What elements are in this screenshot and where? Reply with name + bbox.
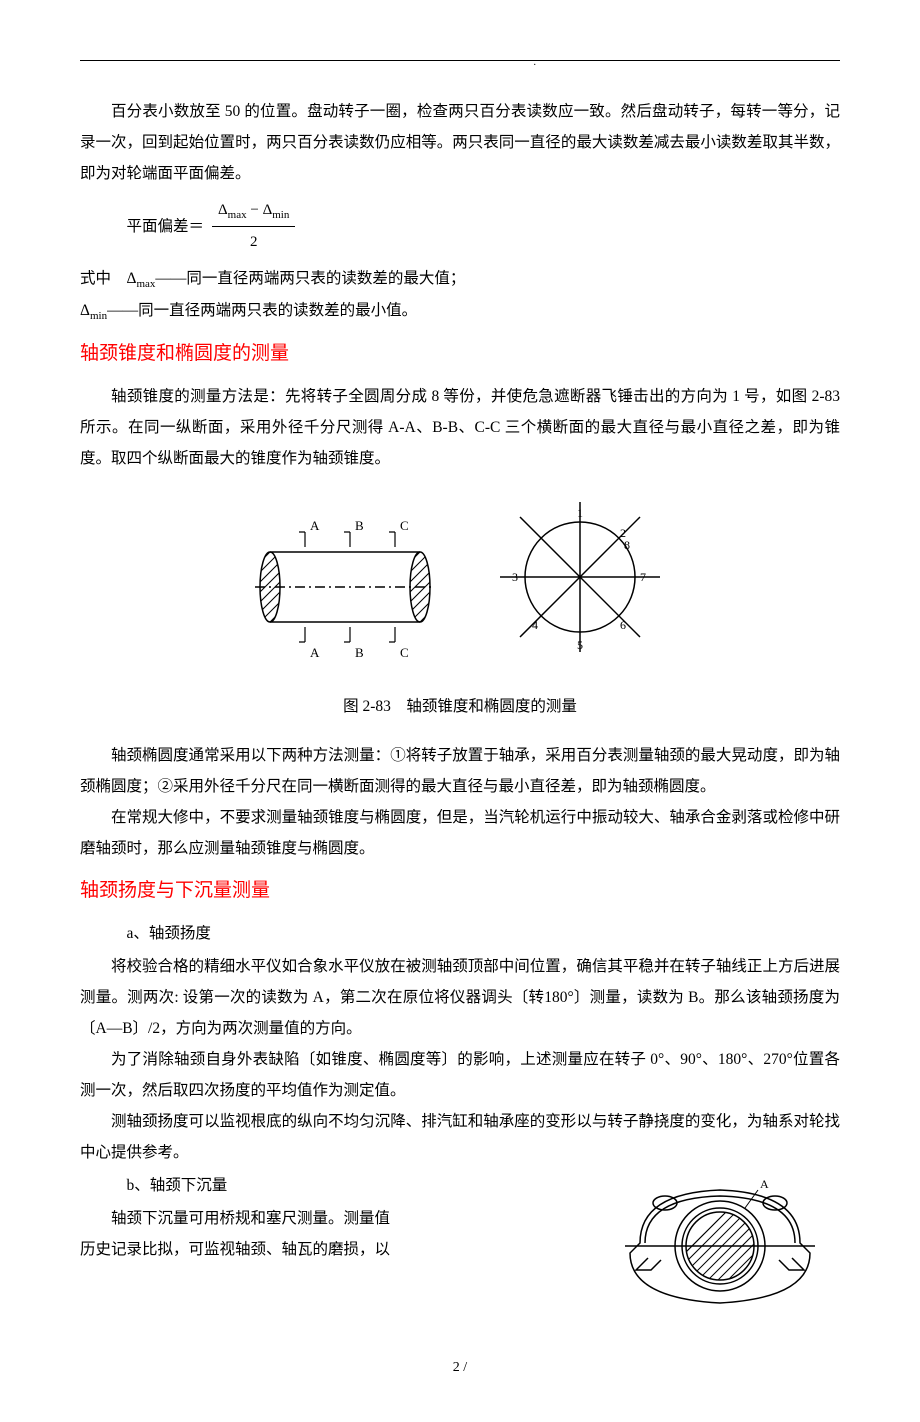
definition-delta-min: Δmin——同一直径两端两只表的读数差的最小值。	[80, 295, 840, 327]
svg-text:C: C	[400, 518, 409, 533]
header-dot: .	[534, 53, 537, 73]
figure-2-83-svg: A B C A B C 1 2	[230, 492, 690, 662]
formula-plane-deviation: 平面偏差＝ Δmax − Δmin 2	[80, 195, 840, 257]
heading-elevation-subsidence: 轴颈扬度与下沉量测量	[80, 872, 840, 910]
paragraph-monitoring: 测轴颈扬度可以监视根底的纵向不均匀沉降、排汽缸和轴承座的变形以与转子静挠度的变化…	[80, 1106, 840, 1168]
header-rule: .	[80, 60, 840, 61]
svg-text:7: 7	[640, 570, 646, 584]
paragraph-ellipticity: 轴颈椭圆度通常采用以下两种方法测量：①将转子放置于轴承，采用百分表测量轴颈的最大…	[80, 740, 840, 802]
svg-text:B: B	[355, 518, 364, 533]
svg-text:4: 4	[532, 618, 538, 632]
page-number: 2 /	[80, 1354, 840, 1382]
svg-text:A: A	[310, 645, 320, 660]
figure-bearing: A	[600, 1168, 840, 1329]
heading-taper-ellipticity: 轴颈锥度和椭圆度的测量	[80, 335, 840, 373]
paragraph-subsidence-2: 历史记录比拟，可监视轴颈、轴瓦的磨损，以	[80, 1234, 600, 1265]
sublabel-b: b、轴颈下沉量	[80, 1170, 600, 1201]
fraction-numerator: Δmax − Δmin	[212, 195, 295, 227]
formula-label: 平面偏差＝	[127, 211, 205, 242]
definition-delta-max: 式中 Δmax——同一直径两端两只表的读数差的最大值；	[80, 263, 840, 295]
paragraph-intro: 百分表小数放至 50 的位置。盘动转子一圈，检查两只百分表读数应一致。然后盘动转…	[80, 96, 840, 189]
paragraph-taper-method: 轴颈锥度的测量方法是：先将转子全圆周分成 8 等份，并使危急遮断器飞锤击出的方向…	[80, 381, 840, 474]
svg-text:8: 8	[624, 538, 630, 552]
formula-fraction: Δmax − Δmin 2	[212, 195, 295, 257]
figure-2-83: A B C A B C 1 2	[80, 492, 840, 673]
sublabel-a: a、轴颈扬度	[80, 918, 840, 949]
paragraph-elevation-method: 将校验合格的精细水平仪如合象水平仪放在被测轴颈顶部中间位置，确信其平稳并在转子轴…	[80, 951, 840, 1044]
svg-text:C: C	[400, 645, 409, 660]
paragraph-subsidence-1: 轴颈下沉量可用桥规和塞尺测量。测量值	[80, 1203, 600, 1234]
svg-text:5: 5	[577, 638, 583, 652]
fraction-denominator: 2	[244, 227, 264, 257]
paragraph-routine-overhaul: 在常规大修中，不要求测量轴颈锥度与椭圆度，但是，当汽轮机运行中振动较大、轴承合金…	[80, 802, 840, 864]
svg-text:A: A	[310, 518, 320, 533]
svg-text:B: B	[355, 645, 364, 660]
figure-2-83-caption: 图 2-83 轴颈锥度和椭圆度的测量	[80, 691, 840, 722]
svg-text:1: 1	[577, 506, 583, 520]
svg-text:A: A	[760, 1177, 769, 1191]
paragraph-defect-elimination: 为了消除轴颈自身外表缺陷〔如锥度、椭圆度等〕的影响，上述测量应在转子 0°、90…	[80, 1044, 840, 1106]
figure-bearing-svg: A	[610, 1168, 830, 1318]
svg-text:3: 3	[512, 570, 518, 584]
svg-text:6: 6	[620, 618, 626, 632]
